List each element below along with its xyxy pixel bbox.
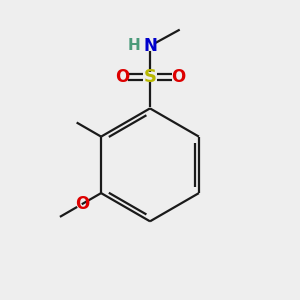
- Text: S: S: [143, 68, 157, 86]
- Text: O: O: [171, 68, 185, 86]
- Text: O: O: [75, 195, 89, 213]
- Text: H: H: [127, 38, 140, 53]
- Text: O: O: [115, 68, 129, 86]
- Text: N: N: [143, 37, 157, 55]
